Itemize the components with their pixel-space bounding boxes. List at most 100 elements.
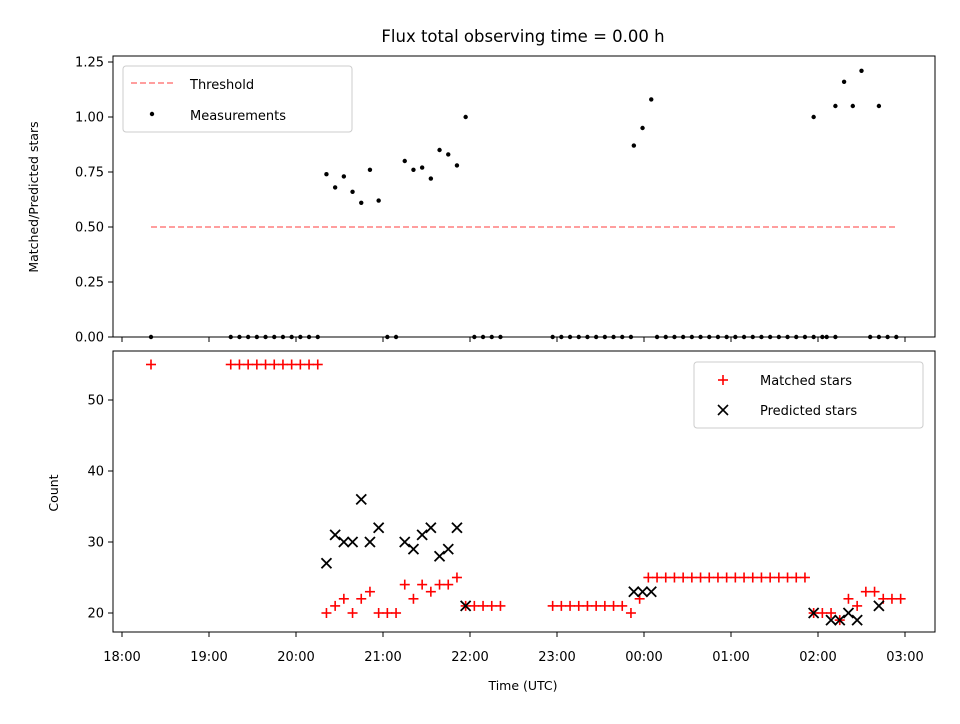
measurement-point [767, 334, 773, 340]
matched-star-point [286, 359, 297, 370]
x-tick-label: 02:00 [799, 650, 836, 665]
measurement-point [833, 334, 838, 340]
bottom-y-tick-label: 30 [87, 536, 104, 551]
matched-star-point [277, 359, 288, 370]
matched-star-point [486, 600, 497, 611]
top-y-tick-label: 0.00 [75, 331, 104, 346]
matched-star-point [295, 359, 306, 370]
matched-star-point [478, 600, 489, 611]
measurement-point [454, 163, 460, 168]
top-legend: Threshold Measurements [122, 65, 353, 133]
measurement-point [750, 334, 755, 340]
top-y-tick-label: 0.50 [75, 221, 104, 236]
measurement-point [794, 334, 799, 340]
matched-star-point [791, 572, 802, 583]
predicted-star-point [451, 522, 463, 534]
measurement-point [620, 334, 625, 340]
predicted-star-point [873, 600, 885, 612]
x-tick-label: 19:00 [190, 650, 227, 665]
matched-star-point [721, 572, 732, 583]
matched-star-point [826, 608, 837, 618]
measurement-point [489, 334, 494, 340]
legend-matched-label: Matched stars [760, 374, 852, 389]
matched-star-point [608, 600, 619, 611]
matched-star-point [321, 608, 332, 618]
measurement-point [820, 334, 825, 340]
matched-star-point [625, 608, 636, 618]
bottom-legend: Matched stars Predicted stars [693, 361, 924, 429]
measurement-point [446, 152, 451, 157]
measurement-point [628, 334, 634, 340]
matched-star-point [399, 579, 410, 590]
matched-star-point [347, 608, 358, 618]
measurement-point [228, 334, 233, 340]
legend-predicted-label: Predicted stars [760, 404, 857, 419]
measurement-point [602, 334, 608, 340]
matched-star-point [704, 572, 715, 583]
predicted-star-point [346, 536, 359, 548]
predicted-star-point [851, 614, 863, 626]
predicted-star-point [355, 493, 367, 506]
matched-star-point [391, 608, 402, 618]
measurement-point [437, 147, 442, 153]
measurement-point [411, 167, 416, 172]
matched-star-point [451, 572, 462, 583]
bottom-x-ticks: 18:00 19:00 20:00 21:00 22:00 23:00 00:00 01:00… [103, 632, 924, 665]
measurement-point [824, 334, 829, 340]
measurement-point [341, 174, 347, 179]
matched-star-point [756, 572, 767, 583]
matched-star-point [799, 572, 810, 583]
measurement-point [350, 189, 355, 194]
x-tick-label: 23:00 [538, 650, 575, 665]
x-tick-label: 03:00 [886, 650, 923, 665]
matched-star-point [730, 572, 741, 583]
x-tick-label: 20:00 [277, 650, 314, 665]
x-axis-label: Time (UTC) [487, 678, 557, 693]
matched-star-point [617, 600, 628, 611]
predicted-star-point [442, 543, 454, 555]
measurement-point [245, 334, 251, 340]
predicted-star-point [460, 600, 472, 612]
measurement-point [567, 334, 573, 340]
measurement-point [859, 68, 864, 74]
matched-star-point [843, 593, 854, 604]
predicted-star-point [399, 536, 411, 548]
measurement-point [289, 334, 294, 340]
matched-star-point [573, 600, 584, 611]
matched-star-point [443, 579, 454, 590]
measurement-point [631, 143, 637, 148]
measurement-point [640, 125, 645, 131]
top-y-tick-label: 1.25 [75, 56, 104, 71]
matched-star-point [146, 359, 156, 370]
matched-star-point [408, 593, 419, 604]
measurement-point [472, 334, 477, 340]
measurement-point [359, 200, 364, 205]
measurement-point [254, 334, 260, 340]
matched-star-point [225, 359, 236, 370]
measurement-point [593, 334, 599, 340]
x-tick-label: 01:00 [712, 650, 749, 665]
measurement-point [850, 103, 855, 109]
measurement-point [585, 334, 590, 340]
measurement-point [894, 334, 899, 340]
predicted-star-point [636, 586, 649, 598]
matched-star-point [886, 593, 897, 604]
measurements-plot: Matched/Predicted stars 0.00 0.25 0.50 0.75… [26, 55, 936, 346]
measurement-point [576, 334, 581, 340]
measurement-point [611, 334, 616, 340]
matched-star-point [869, 586, 880, 597]
measurement-point [148, 334, 154, 340]
measurement-point [776, 334, 782, 340]
bottom-y-tick-label: 50 [87, 394, 104, 409]
chart-title: Flux total observing time = 0.00 h [381, 27, 664, 46]
measurement-point [811, 114, 816, 120]
measurement-point [419, 165, 425, 170]
x-tick-label: 00:00 [625, 650, 662, 665]
measurement-point [698, 334, 703, 340]
counts-plot: Count Time (UTC) 20 30 40 50 18:00 19:00 20:0… [46, 350, 936, 693]
matched-star-point [582, 600, 593, 611]
bottom-y-tick-label: 20 [87, 607, 104, 622]
predicted-star-point [364, 536, 376, 548]
bottom-y-tick-label: 40 [87, 465, 104, 480]
